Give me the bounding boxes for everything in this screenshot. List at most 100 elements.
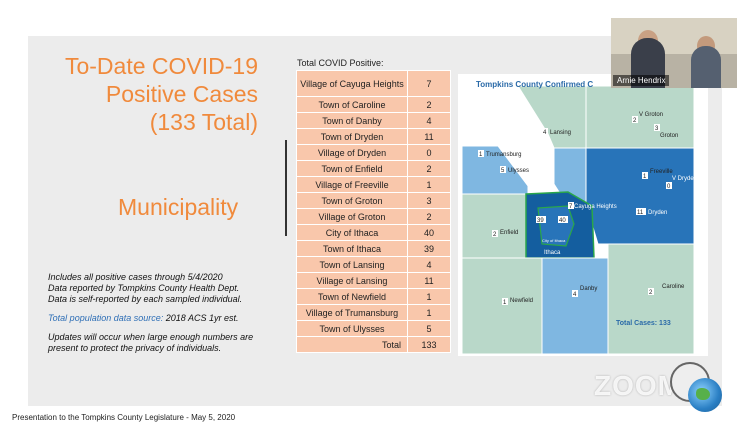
row-value: 0: [407, 144, 451, 161]
slide-title: To-Date COVID-19 Positive Cases (133 Tot…: [0, 52, 258, 136]
row-value: 11: [407, 272, 451, 289]
note-line-3: Data is self-reported by each sampled in…: [48, 294, 243, 304]
row-name: Village of Cayuga Heights: [296, 70, 408, 97]
row-name: Town of Enfield: [296, 160, 408, 177]
table-row: Town of Groton 3: [296, 192, 451, 209]
row-value: 39: [407, 240, 451, 257]
row-name: Town of Ulysses: [296, 320, 408, 337]
map-count-v-dryden: 0: [667, 184, 671, 190]
participant-video-tile[interactable]: Arnie Hendrix: [611, 18, 737, 88]
map-count-lansing: 4: [543, 130, 547, 136]
map-badge: [568, 202, 574, 209]
title-line-2: Positive Cases: [105, 81, 258, 107]
row-name: Village of Freeville: [296, 176, 408, 193]
row-value: 3: [407, 192, 451, 209]
table-row: Village of Freeville 1: [296, 176, 451, 193]
map-name-freeville: Freeville: [650, 169, 673, 175]
table-total-row: Total 133: [296, 336, 451, 353]
map-name-town-ithaca: Ithaca: [544, 250, 561, 256]
table-row: Town of Enfield 2: [296, 160, 451, 177]
total-value: 133: [407, 336, 451, 353]
table-row: Village of Lansing 11: [296, 272, 451, 289]
map-count-cayuga-heights: 7: [569, 204, 573, 210]
map-badge: [542, 128, 548, 135]
map-count-trumansburg: 1: [479, 152, 483, 158]
zoom-watermark: ZOOM: [594, 370, 682, 401]
table-row: Village of Trumansburg 1: [296, 304, 451, 321]
map-region-ulysses: [461, 145, 529, 195]
row-name: Village of Groton: [296, 208, 408, 225]
county-map: 4 Lansing 3 Groton 2 V Groton 1 Trumansb…: [458, 74, 708, 356]
video-background: [611, 18, 737, 54]
row-value: 2: [407, 160, 451, 177]
map-count-town-ithaca: 39: [537, 218, 544, 224]
row-value: 11: [407, 128, 451, 145]
table-row: City of Ithaca 40: [296, 224, 451, 241]
map-total-cases: Total Cases: 133: [616, 320, 671, 327]
row-name: Town of Caroline: [296, 96, 408, 113]
row-name: Town of Ithaca: [296, 240, 408, 257]
table-row: Village of Dryden 0: [296, 144, 451, 161]
map-name-dryden: Dryden: [648, 210, 667, 216]
slide-subtitle: Municipality: [118, 194, 239, 220]
map-badge: [654, 124, 660, 131]
map-count-ulysses: 5: [501, 168, 505, 174]
map-name-caroline: Caroline: [662, 284, 685, 290]
map-badge: [572, 290, 578, 297]
update-line-1: Updates will occur when large enough num…: [48, 332, 254, 342]
map-region-danby: [541, 257, 609, 355]
map-count-city-ithaca: 40: [559, 218, 566, 224]
map-name-newfield: Newfield: [510, 298, 533, 304]
map-name-v-dryden: V Dryden: [672, 176, 697, 182]
note-line-2: Data reported by Tompkins County Health …: [48, 283, 240, 293]
map-count-caroline: 2: [649, 290, 653, 296]
row-name: Town of Lansing: [296, 256, 408, 273]
table-row: Town of Caroline 2: [296, 96, 451, 113]
map-name-lansing: Lansing: [550, 130, 571, 136]
map-name-v-groton: V Groton: [639, 112, 663, 118]
map-count-freeville: 1: [643, 174, 647, 180]
source-value: 2018 ACS 1yr est.: [165, 313, 239, 323]
presentation-footer: Presentation to the Tompkins County Legi…: [12, 413, 236, 422]
map-badge: [558, 216, 568, 223]
participant-body: [691, 46, 721, 88]
map-region-dryden: [585, 147, 695, 245]
county-map-svg: 4 Lansing 3 Groton 2 V Groton 1 Trumansb…: [461, 85, 697, 355]
map-badge: [500, 166, 506, 173]
table-row: Town of Newfield 1: [296, 288, 451, 305]
map-region-enfield: [461, 193, 527, 259]
row-value: 4: [407, 256, 451, 273]
row-name: Village of Trumansburg: [296, 304, 408, 321]
row-value: 4: [407, 112, 451, 129]
table-row: Village of Cayuga Heights 7: [296, 70, 451, 97]
update-line-2: present to protect the privacy of indivi…: [48, 343, 222, 353]
map-badge: [648, 288, 654, 295]
table-row: Town of Dryden 11: [296, 128, 451, 145]
row-value: 2: [407, 208, 451, 225]
row-name: City of Ithaca: [296, 224, 408, 241]
map-title: Tompkins County Confirmed C: [476, 80, 594, 89]
map-name-city-ithaca: City of Ithaca: [542, 238, 566, 243]
map-badge: [502, 298, 508, 305]
row-name: Town of Newfield: [296, 288, 408, 305]
title-line-3: (133 Total): [149, 109, 258, 135]
map-name-trumansburg: Trumansburg: [486, 152, 521, 158]
map-badge: [666, 182, 672, 189]
map-name-danby: Danby: [580, 286, 597, 292]
map-name-cayuga-heights: Cayuga Heights: [574, 204, 617, 210]
map-count-danby: 4: [573, 292, 577, 298]
row-name: Village of Lansing: [296, 272, 408, 289]
table-title: Total COVID Positive:: [297, 58, 384, 68]
row-name: Village of Dryden: [296, 144, 408, 161]
map-count-groton: 3: [655, 126, 659, 132]
row-value: 1: [407, 288, 451, 305]
map-badge: [478, 150, 484, 157]
map-name-groton: Groton: [660, 133, 678, 139]
map-region-caroline: [607, 243, 695, 355]
map-badge: [536, 216, 546, 223]
note-line-1: Includes all positive cases through 5/4/…: [48, 272, 223, 282]
total-label: Total: [296, 336, 408, 353]
map-count-newfield: 1: [503, 300, 507, 306]
table-row: Town of Danby 4: [296, 112, 451, 129]
map-name-ulysses: Ulysses: [508, 168, 529, 174]
